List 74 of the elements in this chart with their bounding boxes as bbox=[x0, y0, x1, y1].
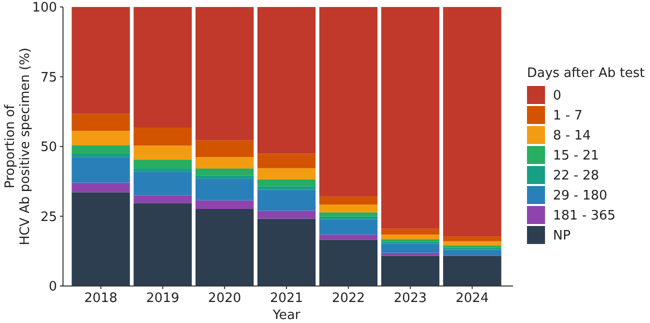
bar bbox=[134, 203, 192, 286]
legend-label: 15 - 21 bbox=[553, 148, 600, 164]
bar bbox=[381, 239, 440, 242]
bar bbox=[72, 145, 130, 154]
x-axis-title: Year bbox=[272, 308, 301, 323]
bar bbox=[134, 195, 192, 204]
x-tick-label: 2024 bbox=[456, 291, 489, 306]
x-tick-label: 2019 bbox=[146, 291, 180, 306]
bar bbox=[134, 7, 192, 128]
bar bbox=[257, 168, 316, 180]
bar bbox=[319, 7, 378, 196]
bar bbox=[319, 204, 378, 212]
y-tick-label: 25 bbox=[40, 210, 57, 225]
bar bbox=[72, 182, 130, 192]
y-axis-title: Proportion of HCV Ab positive specimen (%) bbox=[3, 48, 33, 246]
bar bbox=[196, 168, 254, 176]
bar bbox=[257, 190, 316, 211]
legend-label: 29 - 180 bbox=[553, 188, 608, 204]
bar bbox=[257, 7, 316, 154]
bar bbox=[72, 7, 130, 114]
legend-title: Days after Ab test bbox=[527, 66, 645, 81]
bar bbox=[381, 256, 440, 286]
bar bbox=[196, 208, 254, 286]
bar bbox=[381, 252, 440, 256]
bar bbox=[319, 240, 378, 286]
x-tick-label: 2023 bbox=[394, 291, 427, 306]
x-tick-label: 2018 bbox=[84, 291, 118, 306]
bar bbox=[196, 157, 254, 169]
bar bbox=[196, 178, 254, 200]
bar bbox=[257, 210, 316, 219]
x-tick-label: 2022 bbox=[332, 291, 365, 306]
bar bbox=[196, 175, 254, 179]
bar bbox=[196, 140, 254, 158]
bar bbox=[443, 7, 502, 237]
bar bbox=[319, 216, 378, 220]
bar bbox=[319, 234, 378, 240]
bar bbox=[443, 241, 502, 246]
bar bbox=[134, 146, 192, 160]
bar bbox=[257, 154, 316, 168]
legend-label: 22 - 28 bbox=[553, 168, 600, 184]
bar bbox=[134, 168, 192, 172]
bar bbox=[72, 153, 130, 158]
bar bbox=[319, 219, 378, 235]
bar bbox=[443, 250, 502, 256]
bar bbox=[257, 179, 316, 186]
bar bbox=[443, 236, 502, 242]
bar bbox=[134, 172, 192, 196]
legend-label: 181 - 365 bbox=[553, 208, 616, 224]
bar bbox=[319, 196, 378, 205]
bar bbox=[319, 212, 378, 216]
y-tick-label: 100 bbox=[32, 0, 57, 16]
bar bbox=[134, 160, 192, 169]
legend-label: NP bbox=[553, 228, 571, 244]
bar bbox=[72, 130, 130, 146]
bar bbox=[72, 114, 130, 131]
bar bbox=[381, 228, 440, 235]
bar bbox=[257, 218, 316, 286]
bar bbox=[381, 234, 440, 240]
legend-label: 8 - 14 bbox=[553, 128, 591, 144]
bar bbox=[72, 157, 130, 183]
bar bbox=[381, 244, 440, 253]
bar bbox=[196, 200, 254, 209]
bar bbox=[196, 7, 254, 140]
bar bbox=[443, 256, 502, 286]
bar bbox=[381, 7, 440, 229]
bar bbox=[72, 192, 130, 286]
x-tick-label: 2021 bbox=[270, 291, 304, 306]
legend-label: 0 bbox=[553, 88, 562, 104]
x-tick-label: 2020 bbox=[208, 291, 242, 306]
y-tick-label: 75 bbox=[40, 70, 57, 86]
bar bbox=[134, 128, 192, 146]
y-tick-label: 0 bbox=[48, 280, 57, 295]
legend-label: 1 - 7 bbox=[553, 108, 582, 124]
y-tick-label: 50 bbox=[40, 140, 57, 156]
